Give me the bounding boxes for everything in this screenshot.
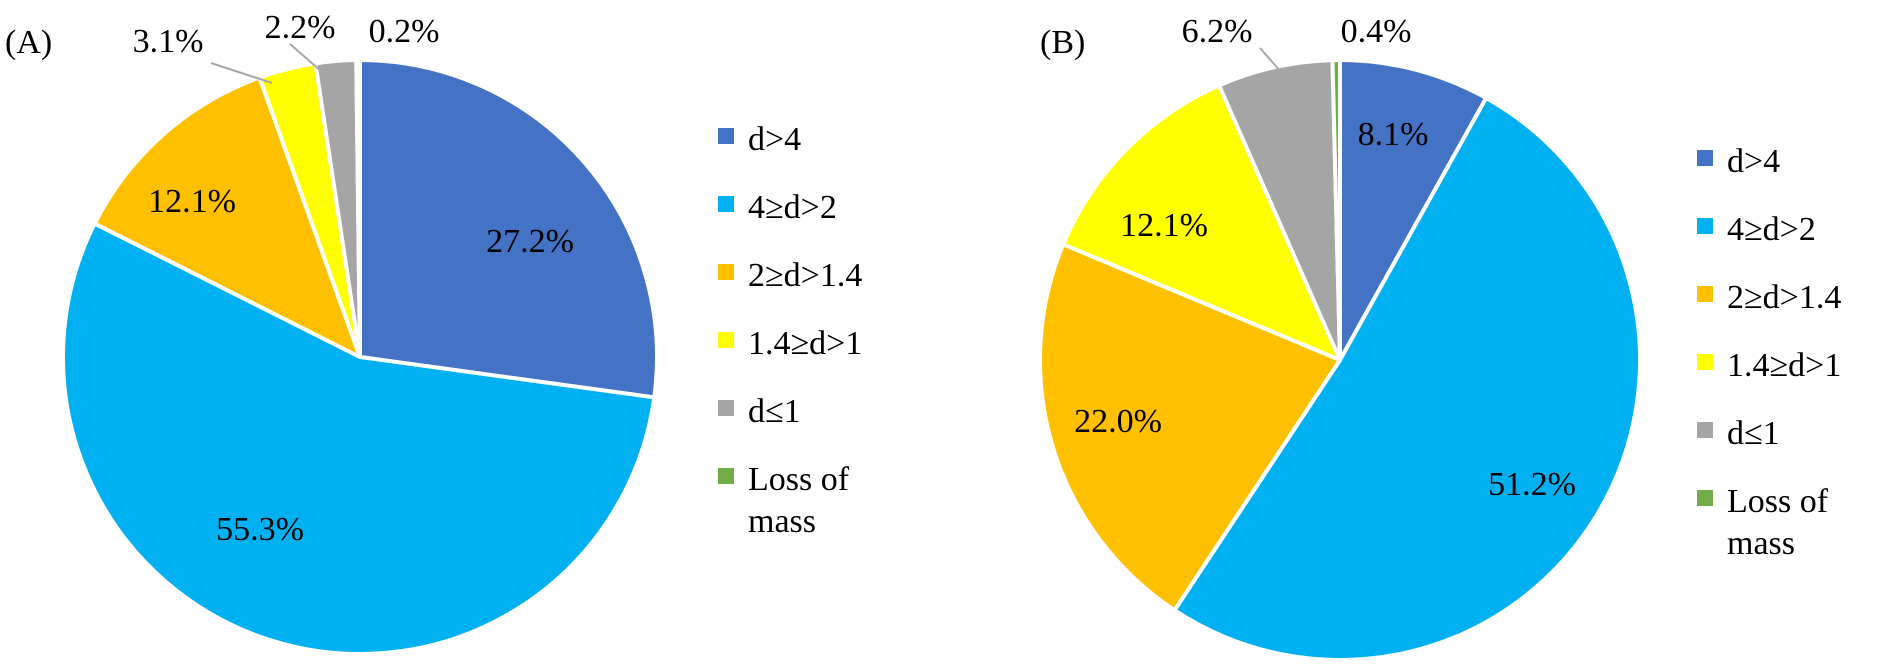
- legend-swatch-4gedgt2: [718, 196, 734, 212]
- data-label-1-4gedgt1: 12.1%: [1120, 207, 1208, 244]
- pie-slice-loss-of-mass: [354, 58, 362, 359]
- legend-label-2gedgt1-4: 2≥d>1.4: [1727, 279, 1841, 316]
- data-label-4gedgt2: 51.2%: [1488, 466, 1576, 503]
- legend: d>4 4≥d>2 2≥d>1.4 1.4≥d>1 d≤1 Loss of mass: [718, 121, 862, 540]
- panel-label: (A): [5, 24, 52, 61]
- data-label-dgt4: 27.2%: [486, 223, 574, 260]
- legend-swatch-2gedgt1-4: [718, 264, 734, 280]
- legend-label-loss-of-mass: Loss of mass: [748, 461, 850, 540]
- pie-slice-dle1: [1217, 58, 1342, 362]
- leader-line: [210, 62, 273, 84]
- legend-label-4gedgt2: 4≥d>2: [1727, 211, 1816, 248]
- pie-slice-2gedgt1-4: [1038, 242, 1342, 613]
- legend-swatch-4gedgt2: [1697, 218, 1713, 234]
- legend-label-1-4gedgt1: 1.4≥d>1: [1727, 347, 1841, 384]
- pie-slice-4gedgt2: [1172, 96, 1642, 662]
- legend-label-dgt4: d>4: [1727, 143, 1780, 180]
- pie-slice-2gedgt1-4: [92, 75, 362, 359]
- legend-swatch-loss-of-mass: [1697, 490, 1713, 506]
- data-label-dle1: 2.2%: [265, 9, 336, 46]
- leader-line: [1259, 47, 1283, 74]
- data-label-2gedgt1-4: 22.0%: [1074, 403, 1162, 440]
- pie-slice-4gedgt2: [61, 221, 657, 656]
- legend-swatch-1-4gedgt1: [1697, 354, 1713, 370]
- data-label-2gedgt1-4: 12.1%: [148, 183, 236, 220]
- pie-slice-dgt4: [1338, 58, 1489, 362]
- data-label-1-4gedgt1: 3.1%: [133, 23, 204, 60]
- legend-swatch-2gedgt1-4: [1697, 286, 1713, 302]
- pie-slice-dgt4: [358, 58, 659, 400]
- pie-chart-a: 27.2% 55.3% 12.1% 3.1% 2.2% 0.2% (A) d>4 4≥d>2 2≥…: [5, 9, 862, 656]
- legend-swatch-dle1: [1697, 422, 1713, 438]
- legend-swatch-dle1: [718, 400, 734, 416]
- legend-swatch-1-4gedgt1: [718, 332, 734, 348]
- pie-slice-1-4gedgt1: [1061, 83, 1342, 362]
- legend-swatch-loss-of-mass: [718, 468, 734, 484]
- legend-label-2gedgt1-4: 2≥d>1.4: [748, 257, 862, 294]
- legend-swatch-dgt4: [718, 128, 734, 144]
- legend-label-1-4gedgt1: 1.4≥d>1: [748, 325, 862, 362]
- legend: d>4 4≥d>2 2≥d>1.4 1.4≥d>1 d≤1 Loss of mass: [1697, 143, 1841, 562]
- panel-label: (B): [1040, 24, 1085, 61]
- legend-label-dgt4: d>4: [748, 121, 801, 158]
- data-label-4gedgt2: 55.3%: [216, 511, 304, 548]
- data-label-loss-of-mass: 0.4%: [1341, 13, 1412, 50]
- legend-swatch-dgt4: [1697, 150, 1713, 166]
- legend-label-loss-of-mass: Loss of mass: [1727, 483, 1829, 562]
- data-label-dgt4: 8.1%: [1358, 116, 1429, 153]
- leader-line: [289, 43, 323, 73]
- data-label-loss-of-mass: 0.2%: [369, 13, 440, 50]
- pie-chart-b: 8.1% 51.2% 22.0% 12.1% 6.2% 0.4% (B) d>4 4≥d>2 2≥…: [1038, 13, 1841, 662]
- data-label-dle1: 6.2%: [1182, 13, 1253, 50]
- pie-slice-loss-of-mass: [1330, 58, 1342, 362]
- legend-label-4gedgt2: 4≥d>2: [748, 189, 837, 226]
- legend-label-dle1: d≤1: [1727, 415, 1780, 452]
- legend-label-dle1: d≤1: [748, 393, 801, 430]
